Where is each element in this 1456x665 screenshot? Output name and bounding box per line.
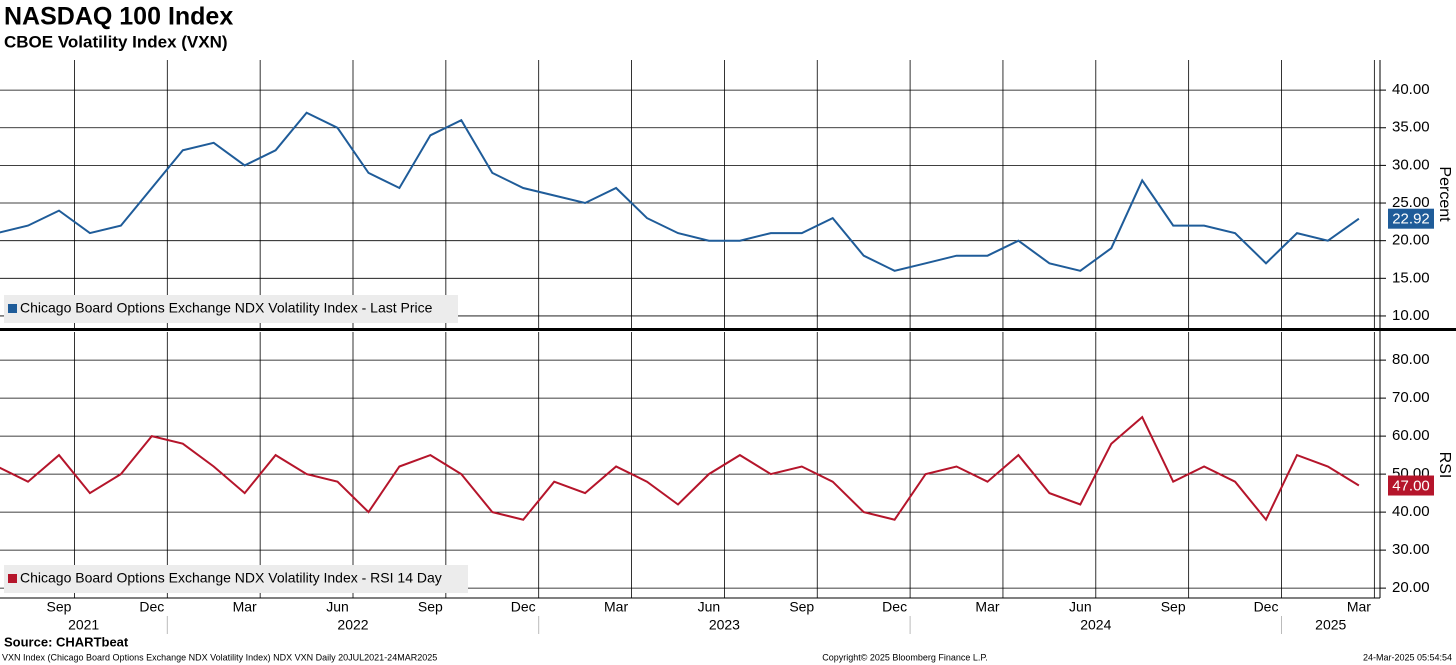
plot xyxy=(0,415,1360,522)
x-tick-label: Dec xyxy=(511,599,536,615)
y-tick-label: 10.00 xyxy=(1392,307,1430,324)
x-tick-label: Dec xyxy=(1254,599,1279,615)
year-label: 2022 xyxy=(337,617,368,633)
y-axis-label: Percent xyxy=(1436,166,1453,222)
legend-box xyxy=(4,565,468,593)
footer-left: VXN Index (Chicago Board Options Exchang… xyxy=(2,652,437,662)
last-value-label: 22.92 xyxy=(1392,211,1430,228)
x-tick-label: Mar xyxy=(975,599,999,615)
y-tick-label: 15.00 xyxy=(1392,269,1430,286)
y-tick-label: 70.00 xyxy=(1392,389,1430,406)
footer-right: 24-Mar-2025 05:54:54 xyxy=(1363,652,1452,662)
year-label: 2024 xyxy=(1080,617,1111,633)
line-series xyxy=(0,111,1360,272)
x-tick-label: Sep xyxy=(418,599,443,615)
chart-subtitle: CBOE Volatility Index (VXN) xyxy=(4,32,228,51)
year-label: 2025 xyxy=(1315,617,1346,633)
legend-label: Chicago Board Options Exchange NDX Volat… xyxy=(20,300,433,316)
y-tick-label: 35.00 xyxy=(1392,119,1430,136)
y-tick-label: 80.00 xyxy=(1392,351,1430,368)
legend-swatch xyxy=(8,304,17,313)
x-tick-label: Sep xyxy=(789,599,814,615)
x-tick-label: Dec xyxy=(139,599,164,615)
footer-center: Copyright© 2025 Bloomberg Finance L.P. xyxy=(822,652,988,662)
y-tick-label: 30.00 xyxy=(1392,541,1430,558)
y-tick-label: 30.00 xyxy=(1392,156,1430,173)
y-tick-label: 40.00 xyxy=(1392,81,1430,98)
legend-box xyxy=(4,295,458,323)
y-tick-label: 40.00 xyxy=(1392,503,1430,520)
y-tick-label: 20.00 xyxy=(1392,579,1430,596)
legend-swatch xyxy=(8,574,17,583)
last-value-box xyxy=(1388,475,1434,496)
year-label: 2023 xyxy=(709,617,740,633)
y-tick-label: 25.00 xyxy=(1392,194,1430,211)
y-axis-label: RSI xyxy=(1436,452,1453,479)
y-tick-label: 60.00 xyxy=(1392,427,1430,444)
y-tick-label: 20.00 xyxy=(1392,232,1430,249)
x-tick-label: Sep xyxy=(47,599,72,615)
chart-title: NASDAQ 100 Index xyxy=(4,3,233,31)
x-tick-label: Mar xyxy=(604,599,628,615)
source: Source: CHARTbeat xyxy=(4,634,129,649)
x-tick-label: Mar xyxy=(1347,599,1371,615)
x-tick-label: Jun xyxy=(1069,599,1092,615)
plot xyxy=(0,111,1360,272)
last-value-label: 47.00 xyxy=(1392,477,1430,494)
last-value-box xyxy=(1388,208,1434,229)
legend-label: Chicago Board Options Exchange NDX Volat… xyxy=(20,570,442,586)
year-label: 2021 xyxy=(68,617,99,633)
x-tick-label: Dec xyxy=(882,599,907,615)
line-series xyxy=(0,415,1360,522)
x-tick-label: Mar xyxy=(233,599,257,615)
x-tick-label: Jun xyxy=(698,599,721,615)
x-tick-label: Jun xyxy=(326,599,349,615)
x-tick-label: Sep xyxy=(1161,599,1186,615)
